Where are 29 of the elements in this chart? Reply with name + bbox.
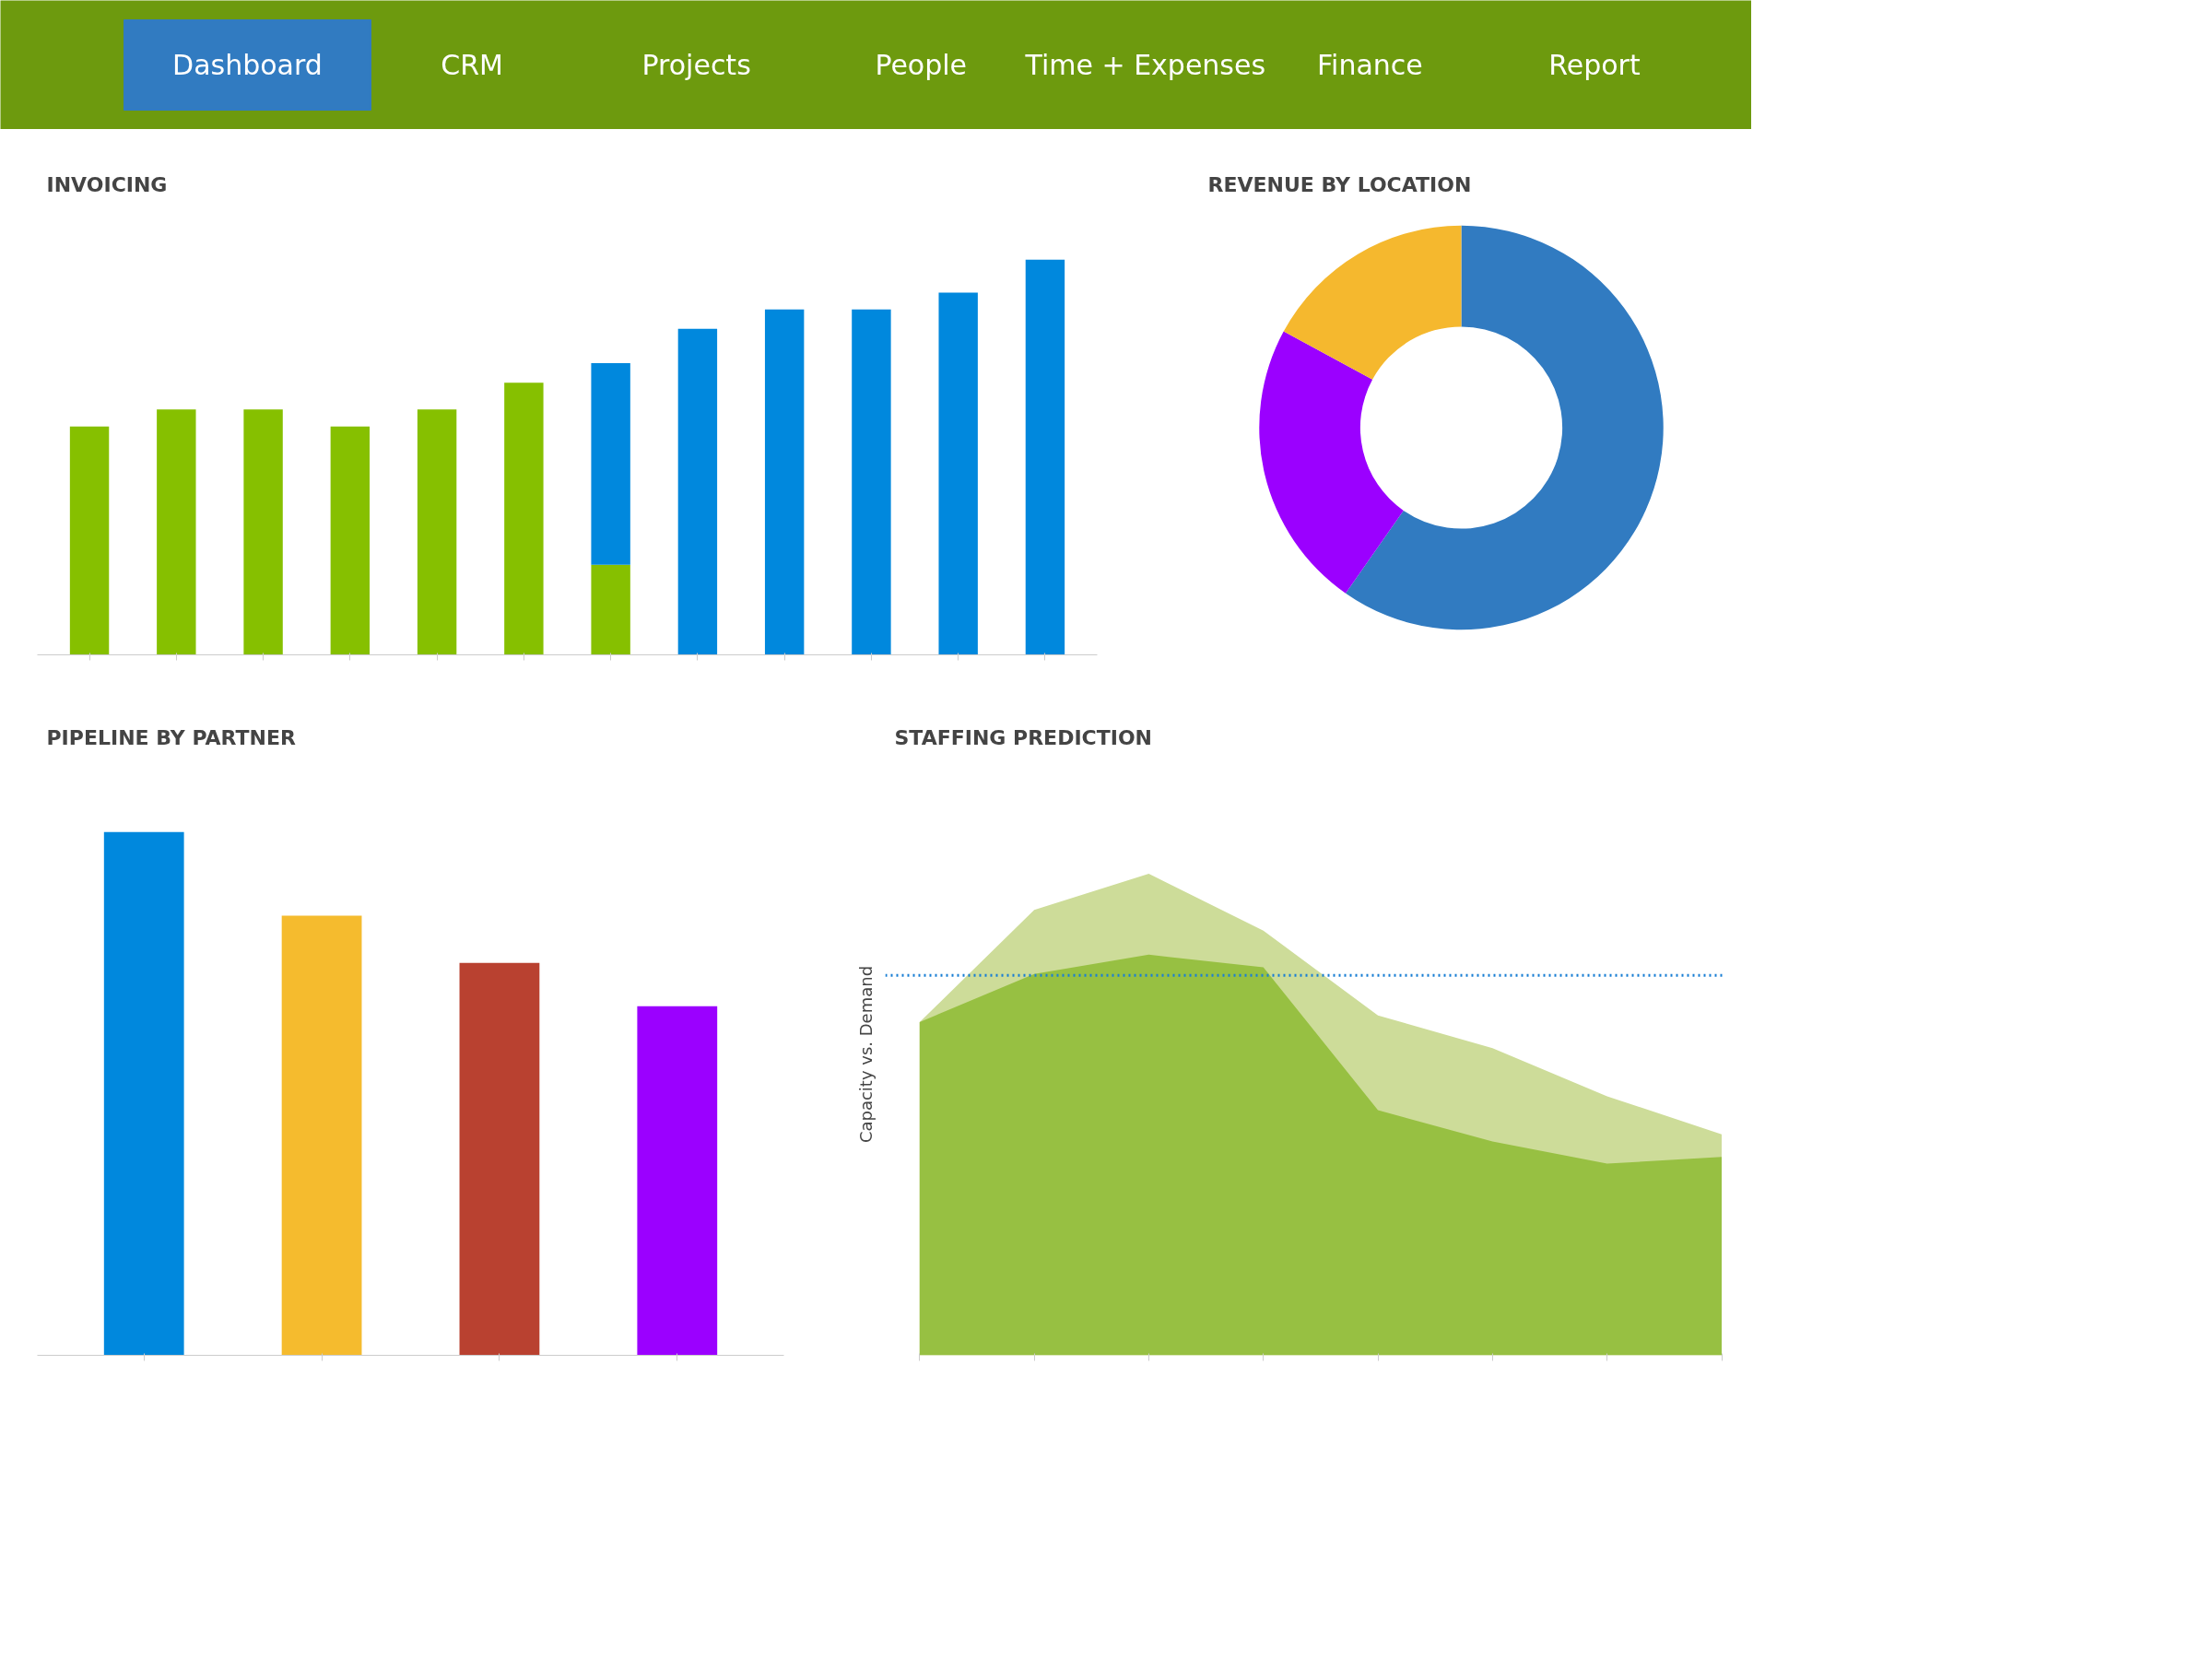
bar <box>157 409 196 655</box>
bar <box>417 409 457 655</box>
chart-title: STAFFING PREDICTION <box>894 725 1153 749</box>
text: Dashboard <box>172 49 323 81</box>
bar <box>504 382 544 655</box>
bar <box>764 309 805 655</box>
bar <box>243 409 283 655</box>
text: Report <box>1548 49 1641 81</box>
bar <box>637 1006 718 1356</box>
text: CRM <box>441 49 503 81</box>
bar <box>677 328 718 655</box>
bar <box>103 831 184 1356</box>
bar <box>1025 259 1065 655</box>
y-axis-title: Capacity vs. Demand <box>855 965 876 1144</box>
text: Finance <box>1317 49 1423 81</box>
bar <box>852 309 891 655</box>
text: People <box>875 49 968 81</box>
text: Time + Expenses <box>1024 49 1266 81</box>
bar <box>330 426 371 655</box>
chart-title: PIPELINE BY PARTNER <box>46 725 296 749</box>
bar <box>69 426 110 655</box>
bar <box>281 915 362 1356</box>
chart-title: INVOICING <box>46 172 168 196</box>
bar <box>591 564 630 655</box>
bar <box>591 363 630 565</box>
bar <box>459 962 540 1356</box>
text: Projects <box>641 49 751 81</box>
bar <box>938 292 978 655</box>
chart-title: REVENUE BY LOCATION <box>1207 172 1472 196</box>
